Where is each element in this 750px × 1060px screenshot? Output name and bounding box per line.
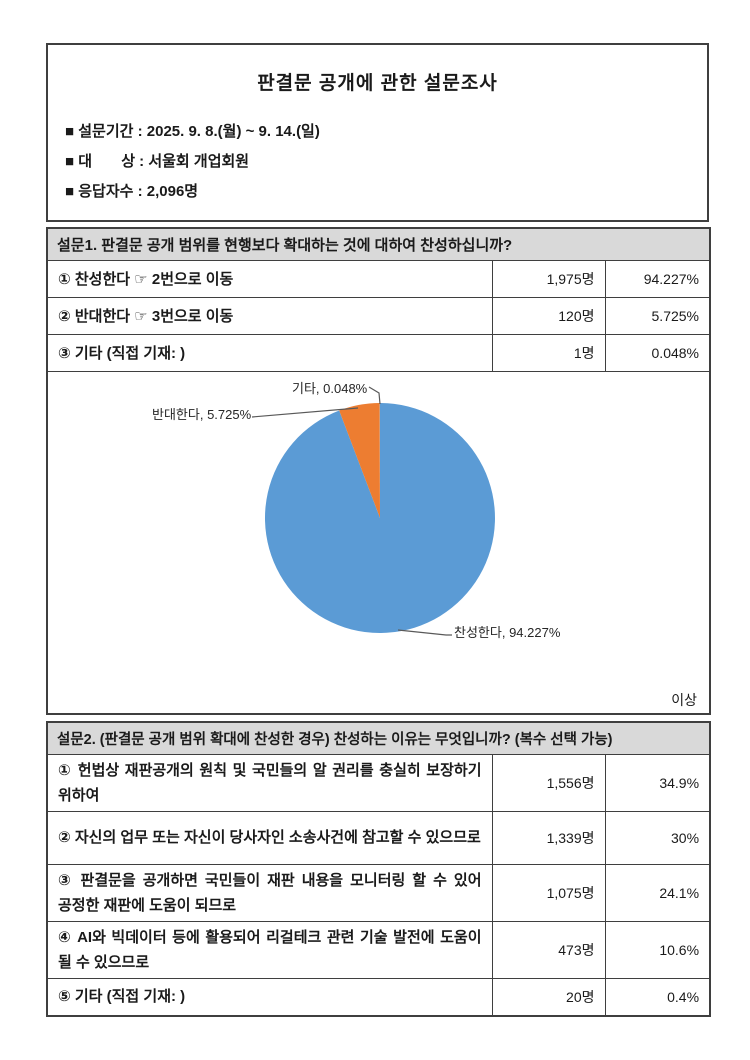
question2-header-row: 설문2. (판결문 공개 범위 확대에 찬성한 경우) 찬성하는 이유는 무엇입…	[46, 721, 711, 755]
answer-count: 1,075명	[491, 863, 606, 922]
question2-header: 설문2. (판결문 공개 범위 확대에 찬성한 경우) 찬성하는 이유는 무엇입…	[46, 721, 711, 755]
question1-header-row: 설문1. 판결문 공개 범위를 현행보다 확대하는 것에 대하여 찬성하십니까?	[46, 227, 711, 261]
pie-slice-반대한다	[339, 403, 380, 518]
answer-percent: 30%	[604, 810, 711, 865]
survey-target-line: ■ 대 상 : 서울회 개업회원	[65, 153, 250, 170]
answer-count: 1,556명	[491, 753, 606, 812]
answer-label: ⑤ 기타 (직접 기재: )	[46, 977, 493, 1017]
table-row: ③ 판결문을 공개하면 국민들이 재판 내용을 모니터링 할 수 있어 공정한 …	[46, 863, 711, 922]
closing-note: 이상	[671, 691, 697, 708]
answer-label: ② 자신의 업무 또는 자신이 당사자인 소송사건에 참고할 수 있으므로	[46, 810, 493, 865]
answer-label: ④ AI와 빅데이터 등에 활용되어 리걸테크 관련 기술 발전에 도움이 될 …	[46, 920, 493, 979]
respondent-count-line: ■ 응답자수 : 2,096명	[65, 183, 199, 200]
answer-percent: 94.227%	[604, 260, 711, 298]
question2-table: 설문2. (판결문 공개 범위 확대에 찬성한 경우) 찬성하는 이유는 무엇입…	[46, 720, 712, 1017]
table-row: ① 헌법상 재판공개의 원칙 및 국민들의 알 권리를 충실히 보장하기 위하여…	[46, 753, 711, 812]
info-box: 판결문 공개에 관한 설문조사 ■ 설문기간 : 2025. 9. 8.(월) …	[46, 43, 709, 222]
info-lines: ■ 설문기간 : 2025. 9. 8.(월) ~ 9. 14.(일) ■ 대 …	[65, 117, 320, 207]
leader-line-other	[368, 386, 381, 405]
answer-count: 1,975명	[491, 260, 606, 298]
answer-count: 20명	[491, 977, 606, 1017]
table-row: ③ 기타 (직접 기재: ) 1명 0.048%	[46, 334, 711, 372]
question1-table: 설문1. 판결문 공개 범위를 현행보다 확대하는 것에 대하여 찬성하십니까?…	[46, 227, 711, 715]
table-row: ② 자신의 업무 또는 자신이 당사자인 소송사건에 참고할 수 있으므로 1,…	[46, 810, 711, 865]
chart-row: 기타, 0.048% 반대한다, 5.725% 찬성한다, 94.227% 이상	[46, 371, 711, 714]
table-row: ① 찬성한다 ☞ 2번으로 이동 1,975명 94.227%	[46, 260, 711, 298]
answer-count: 1,339명	[491, 810, 606, 865]
leader-line-agree	[397, 629, 452, 636]
leader-line-oppose	[251, 407, 359, 418]
answer-label: ① 헌법상 재판공개의 원칙 및 국민들의 알 권리를 충실히 보장하기 위하여	[46, 753, 493, 812]
answer-label: ③ 판결문을 공개하면 국민들이 재판 내용을 모니터링 할 수 있어 공정한 …	[46, 863, 493, 922]
answer-percent: 0.048%	[604, 334, 711, 372]
answer-label: ① 찬성한다 ☞ 2번으로 이동	[46, 260, 493, 298]
pie-callout-other: 기타, 0.048%	[292, 381, 368, 396]
answer-percent: 5.725%	[604, 297, 711, 335]
pie-callout-oppose: 반대한다, 5.725%	[152, 407, 252, 422]
pie-callout-agree: 찬성한다, 94.227%	[454, 625, 561, 640]
table-row: ⑤ 기타 (직접 기재: ) 20명 0.4%	[46, 977, 711, 1017]
answer-percent: 0.4%	[604, 977, 711, 1017]
pie-slice-찬성한다	[264, 403, 495, 633]
document-title: 판결문 공개에 관한 설문조사	[257, 73, 498, 94]
question1-header: 설문1. 판결문 공개 범위를 현행보다 확대하는 것에 대하여 찬성하십니까?	[46, 227, 711, 261]
answer-percent: 24.1%	[604, 863, 711, 922]
answer-count: 120명	[491, 297, 606, 335]
survey-period-line: ■ 설문기간 : 2025. 9. 8.(월) ~ 9. 14.(일)	[65, 123, 320, 140]
document-content: 판결문 공개에 관한 설문조사 ■ 설문기간 : 2025. 9. 8.(월) …	[46, 43, 712, 1017]
pie-chart	[251, 386, 495, 636]
answer-percent: 10.6%	[604, 920, 711, 979]
answer-count: 1명	[491, 334, 606, 372]
answer-count: 473명	[491, 920, 606, 979]
table-row: ④ AI와 빅데이터 등에 활용되어 리걸테크 관련 기술 발전에 도움이 될 …	[46, 920, 711, 979]
pie-chart-cell: 기타, 0.048% 반대한다, 5.725% 찬성한다, 94.227% 이상	[46, 371, 711, 714]
table-row: ② 반대한다 ☞ 3번으로 이동 120명 5.725%	[46, 297, 711, 335]
pie-slices	[264, 402, 495, 633]
answer-label: ③ 기타 (직접 기재: )	[46, 334, 493, 372]
answer-percent: 34.9%	[604, 753, 711, 812]
answer-label: ② 반대한다 ☞ 3번으로 이동	[46, 297, 493, 335]
